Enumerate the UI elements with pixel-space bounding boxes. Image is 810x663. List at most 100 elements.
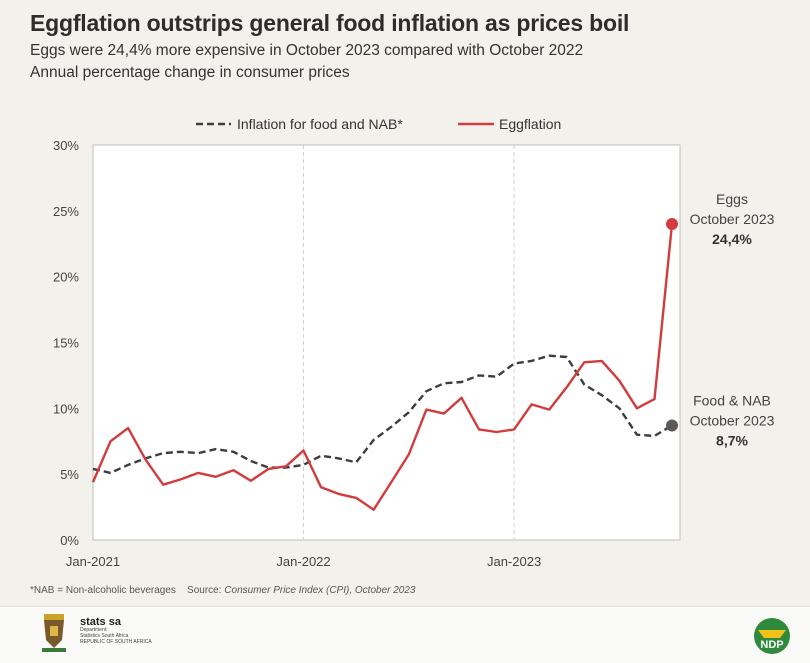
logo-line-1: Department:	[80, 627, 108, 633]
eggflation-line	[91, 223, 674, 511]
food-point	[197, 452, 199, 454]
y-tick-label: 20%	[53, 270, 79, 285]
egg-point	[636, 407, 638, 409]
source-label: Source:	[187, 585, 222, 596]
legend-label-eggs: Eggflation	[499, 116, 561, 132]
egg-point	[583, 361, 585, 363]
x-tick-label: Jan-2021	[66, 554, 120, 569]
food-point	[337, 457, 339, 459]
y-tick-label: 25%	[53, 204, 79, 219]
legend-label-food: Inflation for food and NAB*	[237, 116, 403, 132]
food-point	[566, 356, 568, 358]
food-point	[302, 464, 304, 466]
egg-point	[653, 398, 655, 400]
food-point	[425, 390, 427, 392]
egg-point	[232, 469, 234, 471]
footnote-nab: *NAB = Non-alcoholic beverages	[30, 585, 176, 596]
y-tick-label: 30%	[53, 138, 79, 153]
food-point	[513, 362, 515, 364]
egg-point	[390, 481, 392, 483]
footer-band	[0, 606, 810, 663]
egg-point	[355, 497, 357, 499]
food-point	[530, 360, 532, 362]
food-point	[355, 461, 357, 463]
plot-area	[92, 144, 681, 541]
egg-point	[495, 431, 497, 433]
food-point	[250, 460, 252, 462]
egg-point	[92, 481, 94, 483]
egg-point	[250, 480, 252, 482]
egg-point	[127, 427, 129, 429]
egg-point	[513, 428, 515, 430]
food-point	[495, 376, 497, 378]
coat-of-arms-icon	[42, 614, 66, 652]
egg-point	[337, 493, 339, 495]
chart-description: Annual percentage change in consumer pri…	[30, 64, 350, 81]
x-tick-label: Jan-2022	[276, 554, 330, 569]
egg-point	[144, 458, 146, 460]
food-point	[443, 382, 445, 384]
food-point	[460, 381, 462, 383]
food-point	[601, 394, 603, 396]
egg-point	[530, 403, 532, 405]
food-point	[636, 433, 638, 435]
food-point	[478, 374, 480, 376]
egg-point	[618, 379, 620, 381]
egg-point	[285, 465, 287, 467]
ndp-logo-text: NDP	[760, 639, 783, 651]
food-end-marker	[666, 419, 678, 432]
food-point	[390, 426, 392, 428]
egg-point	[267, 468, 269, 470]
food-point	[127, 464, 129, 466]
egg-point	[548, 408, 550, 410]
egg-point	[302, 449, 304, 451]
food-point	[180, 451, 182, 453]
stats-sa-logo: stats sa Department: Statistics South Af…	[80, 616, 152, 646]
end-label-value: 24,4%	[712, 231, 752, 247]
egg-point	[460, 397, 462, 399]
source-value: Consumer Price Index (CPI), October 2023	[224, 585, 416, 596]
food-point	[618, 407, 620, 409]
egg-point	[478, 428, 480, 430]
end-label-value: 8,7%	[716, 432, 748, 448]
egg-point	[443, 412, 445, 414]
food-point	[653, 435, 655, 437]
y-tick-label: 10%	[53, 401, 79, 416]
egg-point	[320, 486, 322, 488]
food-point	[548, 354, 550, 356]
egg-point	[373, 509, 375, 511]
chart-title: Eggflation outstrips general food inflat…	[30, 10, 630, 36]
food-point	[109, 472, 111, 474]
egg-point	[408, 453, 410, 455]
footnote: *NAB = Non-alcoholic beverages Source: C…	[30, 585, 416, 596]
egg-point	[566, 386, 568, 388]
end-label-name: Eggs	[716, 191, 748, 207]
logo-line-2: Statistics South Africa	[80, 633, 129, 639]
food-point	[215, 448, 217, 450]
end-label-name: Food & NAB	[693, 392, 771, 408]
food-point	[408, 411, 410, 413]
egg-point	[197, 472, 199, 474]
end-label-date: October 2023	[690, 412, 775, 428]
food-inflation-line	[92, 354, 673, 475]
line-chart: 0% 5% 10% 15% 20% 25% 30% Jan-2021 Jan-2022 Jan-2…	[53, 116, 775, 569]
y-tick-label: 15%	[53, 336, 79, 351]
egg-point	[162, 484, 164, 486]
y-tick-label: 5%	[60, 467, 79, 482]
egg-point	[601, 360, 603, 362]
chart-subtitle: Eggs were 24,4% more expensive in Octobe…	[30, 42, 584, 59]
food-point	[92, 468, 94, 470]
x-tick-label: Jan-2023	[487, 554, 541, 569]
food-point	[320, 455, 322, 457]
food-point	[162, 452, 164, 454]
egg-point	[109, 440, 111, 442]
egg-point	[215, 476, 217, 478]
ndp-logo-icon: NDP	[754, 618, 790, 654]
food-point	[232, 451, 234, 453]
logo-line-3: REPUBLIC OF SOUTH AFRICA	[80, 639, 152, 645]
egg-point	[425, 408, 427, 410]
food-point	[583, 383, 585, 385]
eggs-end-marker	[666, 218, 678, 230]
logo-name: stats sa	[80, 616, 121, 628]
end-label-date: October 2023	[690, 211, 775, 227]
